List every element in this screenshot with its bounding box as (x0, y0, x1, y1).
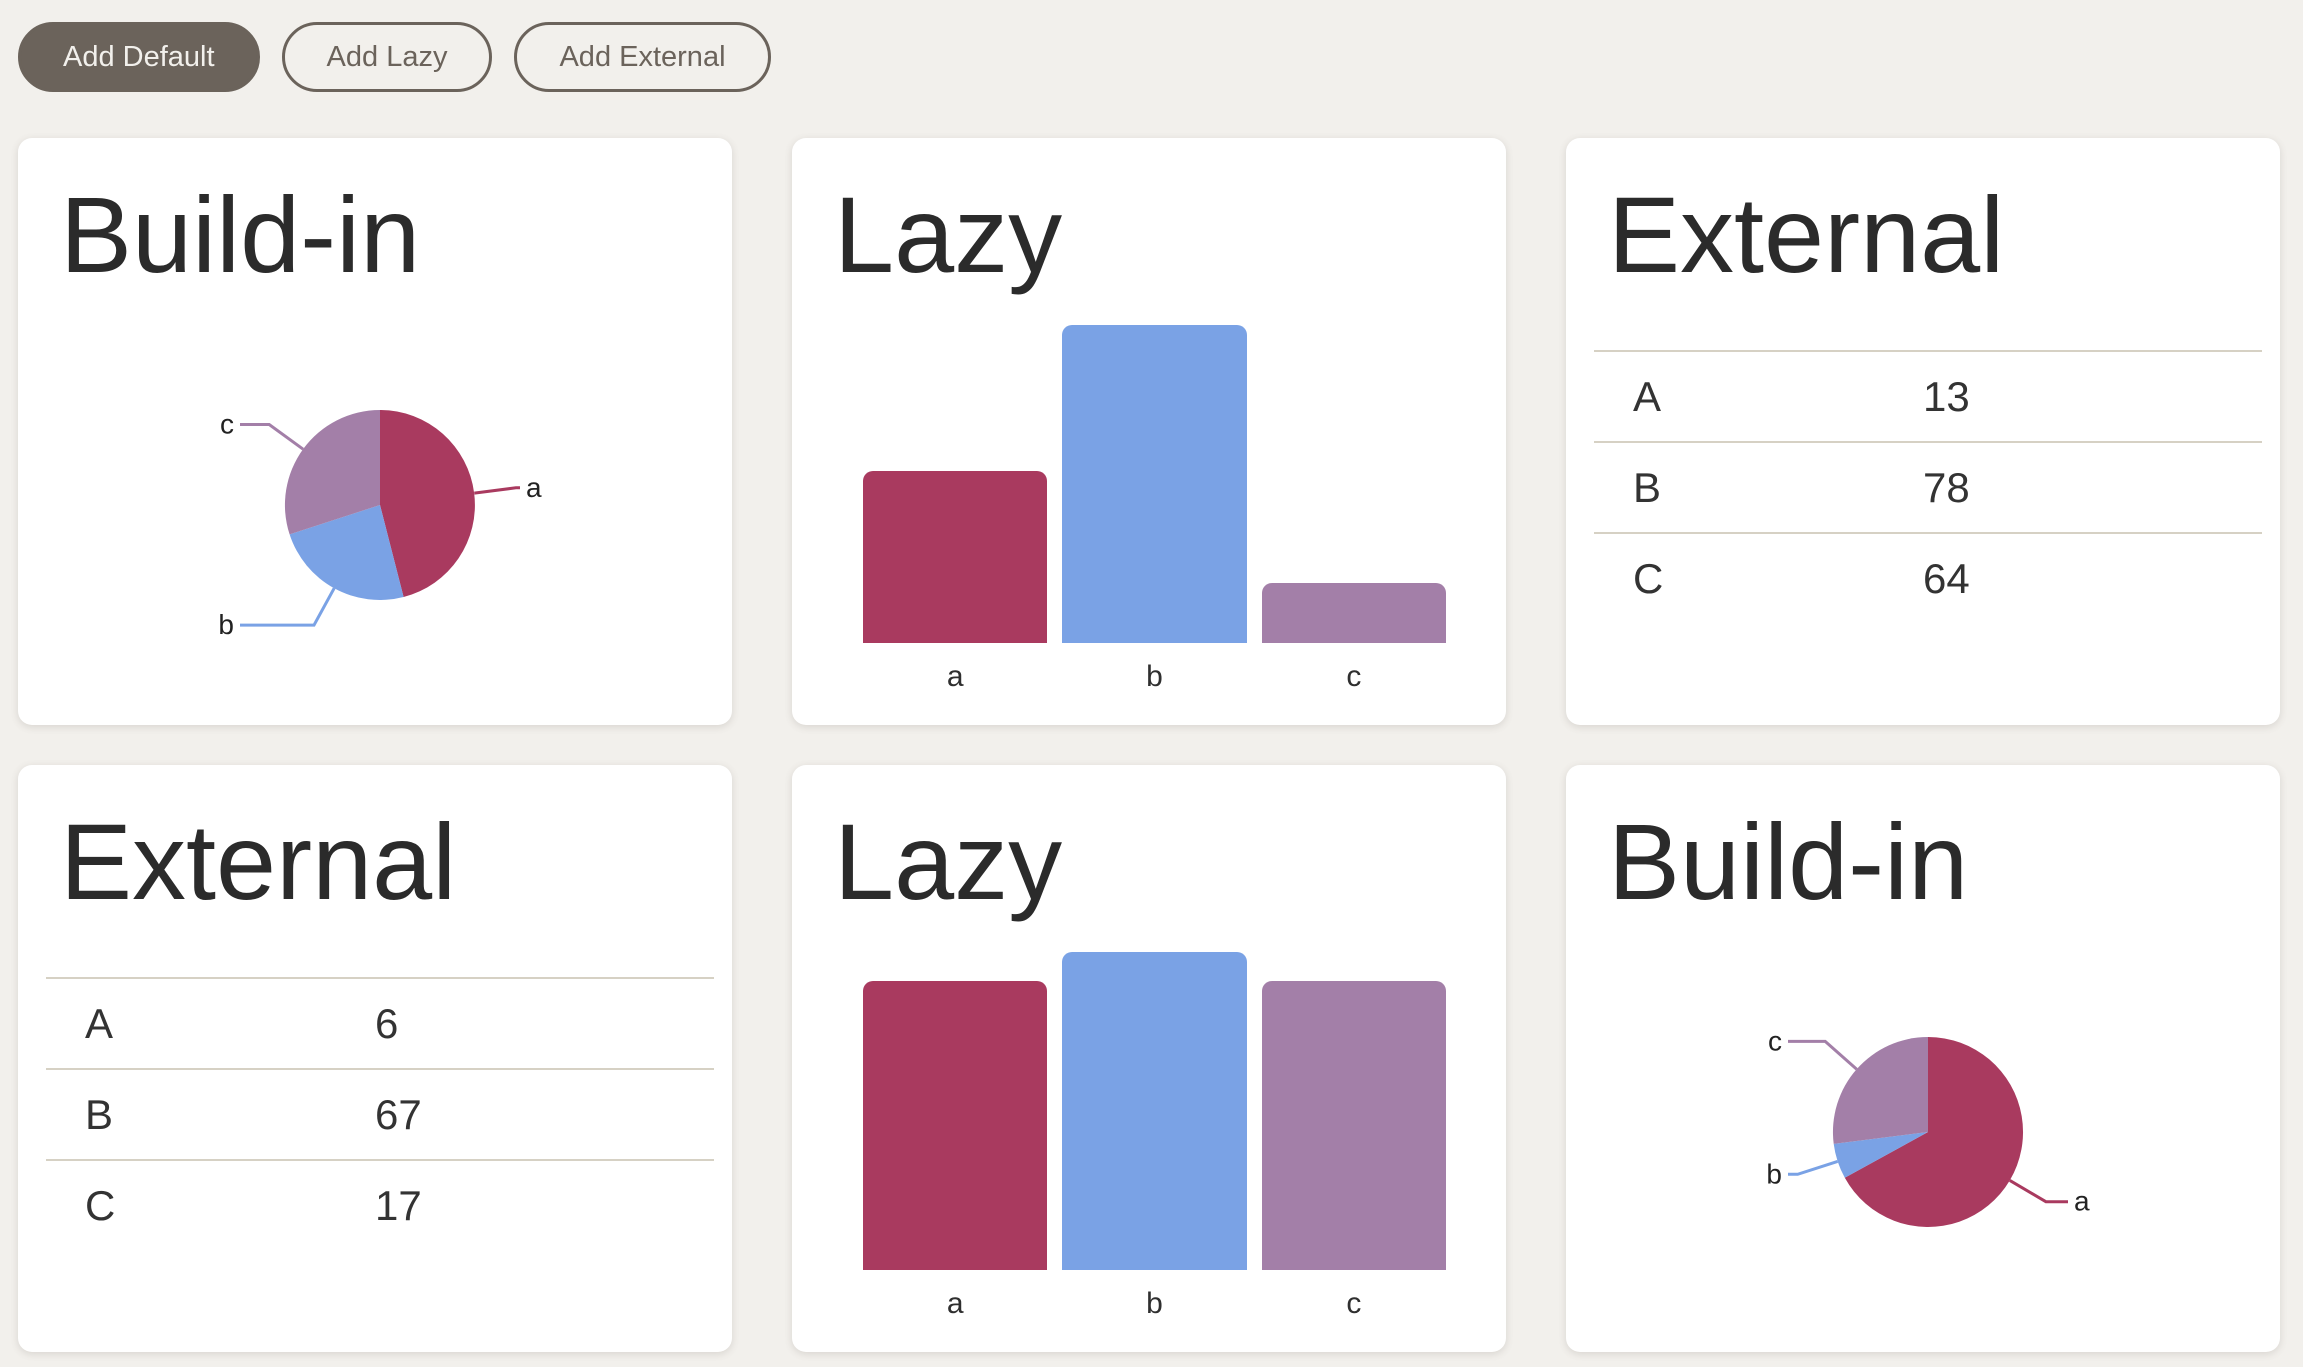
bar-label-c: c (1346, 660, 1362, 693)
pie-slice-b (289, 505, 404, 600)
pie-chart: a b c (1766, 1025, 2090, 1227)
table-row-key: B (1633, 463, 1662, 511)
bar-label-b: b (1146, 1287, 1163, 1320)
pie-label-c: c (220, 408, 234, 439)
bar-c (1261, 583, 1446, 643)
table-row-key: A (1633, 372, 1662, 420)
data-table: A 13 B 78 C 64 (1594, 350, 2262, 623)
table-row: B 67 (46, 1068, 714, 1159)
pie-leader-line-c (1788, 1039, 1858, 1071)
add-lazy-button[interactable]: Add Lazy (281, 22, 493, 92)
card-title: External (1608, 174, 2005, 295)
table-row-value: 64 (1923, 554, 1970, 602)
table-row: B 78 (1594, 441, 2262, 532)
card-title: External (60, 801, 457, 922)
bar-chart-x-axis: a b c (863, 660, 1446, 694)
card-grid: Build-in a b c Lazy a b c External A 13 B 78 C 64 Exter… (18, 138, 2280, 1352)
card-title: Build-in (60, 174, 421, 295)
add-external-button[interactable]: Add External (514, 22, 771, 92)
card-bar: Lazy a b c (792, 765, 1506, 1352)
bar-b (1062, 952, 1247, 1270)
card-title: Lazy (834, 801, 1063, 922)
card-bar: Lazy a b c (792, 138, 1506, 725)
table-row-key: A (85, 999, 114, 1047)
pie-label-b: b (218, 609, 234, 640)
pie-label-b: b (1766, 1158, 1782, 1189)
card-table: External A 13 B 78 C 64 (1566, 138, 2280, 725)
bar-a (863, 471, 1048, 643)
card-title: Lazy (834, 174, 1063, 295)
card-table: External A 6 B 67 C 17 (18, 765, 732, 1352)
table-row-value: 78 (1923, 463, 1970, 511)
pie-slice-a (380, 410, 475, 597)
pie-label-c: c (1768, 1025, 1782, 1056)
card-title: Build-in (1608, 801, 1969, 922)
bar-a (863, 981, 1048, 1270)
card-pie: Build-in a b c (1566, 765, 2280, 1352)
toolbar: Add Default Add Lazy Add External (18, 22, 771, 92)
table-row-key: C (1633, 554, 1664, 602)
table-row: C 64 (1594, 532, 2262, 623)
card-pie: Build-in a b c (18, 138, 732, 725)
pie-slice-c (1832, 1037, 1928, 1144)
table-row-value: 6 (375, 999, 399, 1047)
table-row-value: 67 (375, 1090, 422, 1138)
bar-chart (863, 325, 1446, 643)
add-default-button[interactable]: Add Default (18, 22, 260, 92)
bar-chart-x-axis: a b c (863, 1287, 1446, 1321)
pie-leader-line-a (474, 486, 520, 495)
table-row-value: 13 (1923, 372, 1970, 420)
table-row-key: C (85, 1181, 116, 1229)
bar-chart (863, 952, 1446, 1270)
bar-label-b: b (1146, 660, 1163, 693)
bar-label-a: a (946, 660, 964, 693)
data-table: A 6 B 67 C 17 (46, 977, 714, 1250)
bar-label-c: c (1346, 1287, 1362, 1320)
pie-leader-line-b (240, 587, 336, 627)
pie-leader-line-a (2009, 1179, 2068, 1204)
pie-slice-c (284, 410, 380, 535)
pie-leader-line-c (240, 423, 304, 451)
table-row-value: 17 (375, 1181, 422, 1229)
pie-leader-line-b (1788, 1159, 1839, 1176)
bar-c (1261, 981, 1446, 1270)
table-row: C 17 (46, 1159, 714, 1250)
pie-label-a: a (2074, 1186, 2090, 1217)
pie-chart: a b c (218, 408, 542, 640)
pie-slice-b (1833, 1132, 1928, 1178)
pie-slice-a (1844, 1037, 2024, 1227)
pie-label-a: a (526, 472, 542, 503)
bar-b (1062, 325, 1247, 643)
table-row-key: B (85, 1090, 114, 1138)
table-row: A 13 (1594, 350, 2262, 441)
bar-label-a: a (946, 1287, 964, 1320)
